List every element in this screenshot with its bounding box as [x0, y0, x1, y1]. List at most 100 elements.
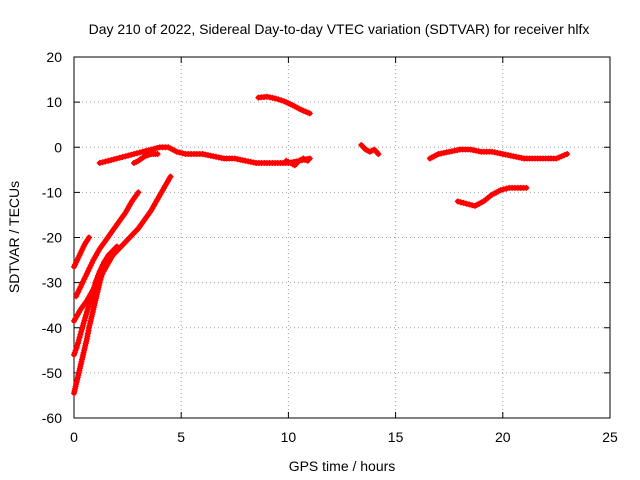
data-series	[96, 144, 313, 166]
plus-marker	[497, 187, 504, 194]
plus-marker	[503, 185, 510, 192]
plus-marker	[80, 278, 86, 285]
plus-marker	[151, 145, 157, 152]
x-tick-label: 10	[281, 429, 297, 445]
plus-marker	[99, 271, 106, 278]
plus-marker	[122, 153, 129, 160]
plus-marker	[103, 261, 110, 268]
y-axis-label: SDTVAR / TECUs	[6, 181, 22, 293]
plus-marker	[125, 152, 132, 159]
y-tick-label: -30	[42, 275, 62, 291]
plus-marker	[82, 273, 89, 280]
plus-marker	[99, 159, 106, 166]
plus-marker	[133, 150, 140, 157]
plus-marker	[500, 186, 507, 193]
x-tick-label: 15	[388, 429, 404, 445]
y-tick-label: -10	[42, 184, 62, 200]
plus-marker	[77, 331, 84, 338]
data-series	[255, 93, 313, 117]
plus-marker	[111, 156, 117, 163]
plus-marker	[78, 281, 85, 288]
plus-marker	[77, 284, 84, 291]
plus-marker	[135, 189, 142, 196]
plus-marker	[108, 157, 115, 163]
y-tick-label: -20	[42, 230, 62, 246]
plus-marker	[558, 153, 565, 160]
plus-marker	[306, 110, 313, 117]
plus-marker	[264, 93, 270, 100]
plus-marker	[556, 154, 563, 161]
plus-marker	[136, 149, 143, 156]
plus-marker	[523, 184, 530, 191]
plus-marker	[131, 151, 137, 157]
plus-marker	[83, 311, 90, 318]
plus-marker	[454, 198, 461, 205]
plus-marker	[375, 151, 382, 157]
chart-title: Day 210 of 2022, Sidereal Day-to-day VTE…	[89, 21, 590, 37]
plus-marker	[278, 97, 285, 104]
plus-marker	[87, 262, 94, 269]
plus-marker	[173, 148, 180, 155]
data-series	[283, 155, 311, 169]
y-tick-label: -50	[42, 365, 62, 381]
plus-marker	[457, 199, 464, 206]
data-series	[358, 142, 382, 157]
plus-marker	[97, 276, 104, 283]
plus-marker	[564, 151, 571, 157]
plus-marker	[119, 154, 126, 160]
plus-marker	[105, 157, 112, 164]
plus-marker	[83, 270, 90, 277]
plus-marker	[85, 303, 92, 310]
plus-marker	[176, 149, 183, 156]
plus-marker	[463, 200, 470, 207]
plus-marker	[82, 314, 89, 321]
plus-marker	[113, 155, 120, 162]
plus-marker	[96, 160, 103, 166]
plus-marker	[89, 290, 96, 297]
plus-marker	[275, 96, 282, 103]
data-series	[71, 261, 110, 397]
plus-marker	[154, 151, 161, 157]
data-series	[131, 151, 161, 166]
x-axis-label: GPS time / hours	[289, 458, 396, 474]
plus-marker	[78, 328, 85, 335]
plus-marker	[153, 145, 160, 151]
plus-marker	[466, 201, 473, 208]
plus-marker	[86, 265, 93, 272]
plus-marker	[74, 342, 81, 349]
plus-marker	[179, 150, 186, 157]
x-tick-label: 0	[70, 429, 78, 445]
plus-marker	[84, 306, 91, 313]
plus-marker	[86, 234, 92, 241]
grid-lines	[74, 57, 610, 418]
data-series	[426, 146, 571, 162]
plus-marker	[79, 323, 86, 330]
plus-marker	[553, 155, 560, 162]
plus-marker	[128, 151, 135, 158]
plus-marker	[96, 279, 103, 286]
x-tick-label: 20	[495, 429, 511, 445]
plus-marker	[81, 276, 88, 282]
plus-marker	[75, 340, 81, 346]
plus-marker	[102, 158, 109, 165]
y-tick-label: 10	[46, 94, 62, 110]
plus-marker	[272, 95, 279, 102]
x-tick-label: 25	[602, 429, 618, 445]
data-series	[71, 234, 92, 270]
plus-marker	[98, 274, 105, 280]
plus-marker	[460, 199, 467, 206]
plus-marker	[145, 147, 152, 154]
plus-marker	[76, 334, 83, 341]
plus-marker	[89, 259, 95, 266]
plus-marker	[83, 309, 90, 315]
y-tick-label: -40	[42, 320, 62, 336]
axis-ticks: 0 5 10 15 20 25 20 10 0 -10 -20 -30 -40 -50 -60	[42, 49, 618, 445]
plus-marker	[81, 317, 88, 324]
plus-marker	[87, 298, 94, 305]
plus-marker	[113, 243, 120, 250]
data-points	[71, 93, 571, 397]
plus-marker	[139, 148, 146, 155]
x-tick-label: 5	[177, 429, 185, 445]
plus-marker	[304, 157, 311, 164]
